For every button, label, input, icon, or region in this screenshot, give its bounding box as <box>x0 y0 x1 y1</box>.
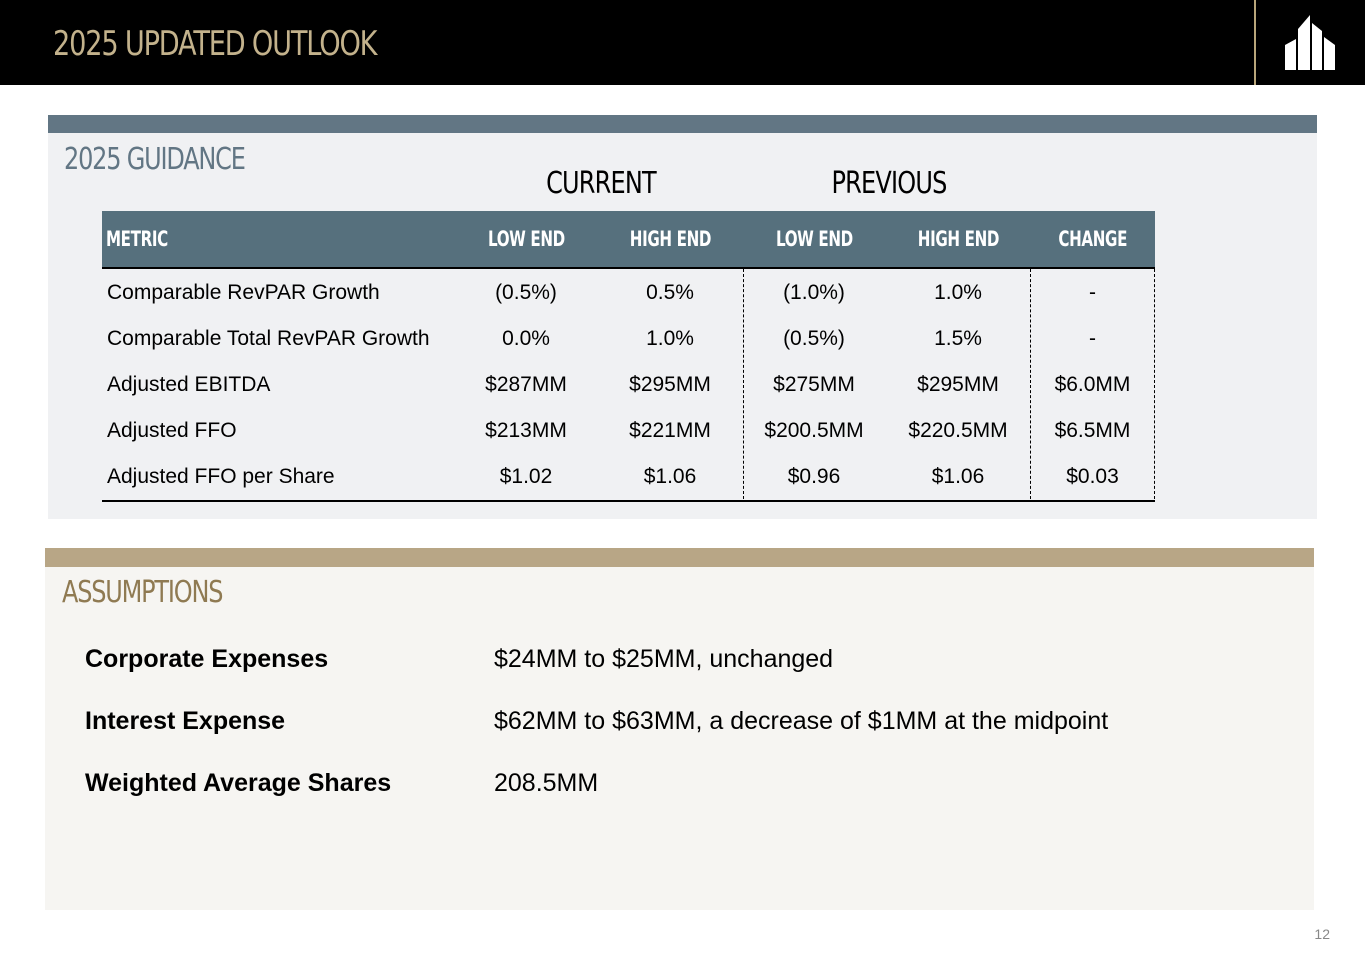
value-cell: $213MM <box>485 419 567 442</box>
metric-cell: Adjusted FFO <box>107 419 237 442</box>
column-header-change: CHANGE <box>1058 227 1127 251</box>
change-cell: $6.5MM <box>1054 419 1131 442</box>
previous-group-label: PREVIOUS <box>831 166 947 201</box>
value-cell: (1.0%) <box>783 281 845 304</box>
value-cell: $220.5MM <box>908 419 1008 442</box>
current-group-label: CURRENT <box>546 166 657 201</box>
assumption-label: Weighted Average Shares <box>85 769 392 797</box>
table-body: Comparable RevPAR Growth (0.5%) 0.5% (1.… <box>102 269 1155 502</box>
value-cell: $295MM <box>629 373 711 396</box>
assumptions-accent-bar <box>45 548 1314 567</box>
header-divider <box>1254 0 1256 85</box>
guidance-title: 2025 GUIDANCE <box>64 142 246 177</box>
guidance-table: METRIC LOW END HIGH END LOW END HIGH END… <box>102 211 1155 502</box>
metric-cell: Comparable Total RevPAR Growth <box>107 327 430 350</box>
guidance-panel: 2025 GUIDANCE CURRENT PREVIOUS METRIC LO… <box>48 115 1317 519</box>
change-cell: $6.0MM <box>1054 373 1131 396</box>
metric-cell: Comparable RevPAR Growth <box>107 281 380 304</box>
page-number: 12 <box>1314 926 1330 942</box>
value-cell: 1.0% <box>934 281 982 304</box>
value-cell: 1.5% <box>934 327 982 350</box>
value-cell: 1.0% <box>646 327 694 350</box>
header-bar: 2025 UPDATED OUTLOOK <box>0 0 1365 85</box>
table-row: Adjusted FFO per Share $1.02 $1.06 $0.96… <box>102 454 1155 500</box>
dashed-divider <box>743 269 744 499</box>
value-cell: 0.5% <box>646 281 694 304</box>
table-row: Comparable Total RevPAR Growth 0.0% 1.0%… <box>102 316 1155 362</box>
dashed-divider <box>1154 269 1155 499</box>
metric-cell: Adjusted FFO per Share <box>107 465 335 488</box>
guidance-accent-bar <box>48 115 1317 133</box>
table-row: Adjusted FFO $213MM $221MM $200.5MM $220… <box>102 408 1155 454</box>
assumption-value: 208.5MM <box>494 769 599 797</box>
building-logo-icon <box>1285 15 1335 70</box>
table-header: METRIC LOW END HIGH END LOW END HIGH END… <box>102 211 1155 269</box>
assumption-label: Corporate Expenses <box>85 645 329 673</box>
value-cell: $295MM <box>917 373 999 396</box>
page-title: 2025 UPDATED OUTLOOK <box>53 24 378 64</box>
value-cell: $1.06 <box>931 465 985 488</box>
table-row: Adjusted EBITDA $287MM $295MM $275MM $29… <box>102 362 1155 408</box>
column-header-previous-low: LOW END <box>775 227 853 251</box>
value-cell: $0.96 <box>787 465 841 488</box>
change-cell: $0.03 <box>1066 465 1119 488</box>
assumptions-title: ASSUMPTIONS <box>62 575 223 610</box>
value-cell: (0.5%) <box>783 327 845 350</box>
assumption-value: $24MM to $25MM, unchanged <box>494 645 834 673</box>
column-header-current-high: HIGH END <box>629 227 711 251</box>
value-cell: 0.0% <box>502 327 550 350</box>
value-cell: $1.02 <box>499 465 553 488</box>
table-row: Comparable RevPAR Growth (0.5%) 0.5% (1.… <box>102 270 1155 316</box>
value-cell: $200.5MM <box>764 419 864 442</box>
value-cell: $1.06 <box>643 465 697 488</box>
column-header-metric: METRIC <box>106 227 168 251</box>
assumptions-panel: ASSUMPTIONS Corporate Expenses $24MM to … <box>45 548 1314 910</box>
metric-cell: Adjusted EBITDA <box>107 373 271 396</box>
value-cell: $287MM <box>485 373 567 396</box>
value-cell: $275MM <box>773 373 855 396</box>
column-header-previous-high: HIGH END <box>917 227 999 251</box>
assumption-value: $62MM to $63MM, a decrease of $1MM at th… <box>494 707 1109 735</box>
change-cell: - <box>1089 327 1096 350</box>
dashed-divider <box>1030 269 1031 499</box>
value-cell: (0.5%) <box>495 281 557 304</box>
column-header-current-low: LOW END <box>487 227 565 251</box>
change-cell: - <box>1089 281 1096 304</box>
assumption-label: Interest Expense <box>85 707 286 735</box>
value-cell: $221MM <box>629 419 711 442</box>
